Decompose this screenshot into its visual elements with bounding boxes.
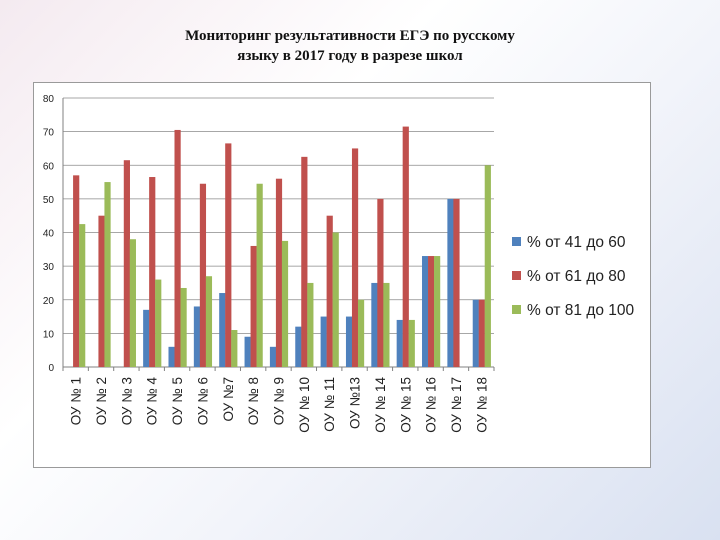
y-tick-label: 70 <box>43 128 55 139</box>
bar <box>180 287 187 367</box>
bar <box>320 316 327 367</box>
legend-label: % от 61 до 80 <box>527 268 626 285</box>
bar <box>345 316 353 367</box>
y-tick-label: 10 <box>43 329 55 340</box>
chart-frame: 0 10 20 30 40 50 60 70 80 ОУ № 1 ОУ № 2 ОУ № 3 ОУ № … <box>33 82 651 468</box>
bar <box>98 215 105 367</box>
legend-swatch <box>512 271 521 280</box>
x-tick-label: ОУ № 14 <box>373 377 388 433</box>
bar <box>193 306 201 367</box>
x-tick-label: ОУ №7 <box>221 377 236 422</box>
bar <box>371 282 378 367</box>
y-tick-label: 50 <box>43 195 55 206</box>
bar <box>472 299 479 367</box>
legend-label: % от 81 до 100 <box>527 302 635 319</box>
bar <box>295 326 302 367</box>
bar <box>231 330 238 367</box>
x-tick-label: ОУ № 17 <box>449 377 464 433</box>
y-tick-label: 60 <box>43 161 55 172</box>
bar <box>377 198 384 367</box>
bar <box>301 156 308 367</box>
bar <box>219 293 226 367</box>
y-tick-label: 20 <box>43 296 55 307</box>
x-tick-label: ОУ № 5 <box>170 377 185 425</box>
bar <box>205 276 213 367</box>
bar <box>256 183 263 367</box>
bar <box>402 126 409 367</box>
bar <box>383 282 390 367</box>
x-tick-label: ОУ № 18 <box>474 377 489 433</box>
x-tick-label: ОУ № 15 <box>398 377 413 433</box>
bar <box>104 182 111 367</box>
legend-swatch <box>512 305 521 314</box>
bar <box>79 224 86 367</box>
x-tick-label: ОУ № 8 <box>246 377 261 425</box>
x-tick-label: ОУ № 16 <box>424 377 439 433</box>
bar <box>275 178 283 367</box>
bar <box>244 336 251 367</box>
x-tick-label: ОУ № 2 <box>94 377 109 425</box>
bar <box>484 165 491 367</box>
bar-chart: 0 10 20 30 40 50 60 70 80 ОУ № 1 ОУ № 2 ОУ № 3 ОУ № … <box>43 94 635 433</box>
bar <box>434 256 441 367</box>
bar <box>168 346 175 367</box>
x-tick-label: ОУ № 6 <box>195 377 210 425</box>
x-tick-label: ОУ № 9 <box>272 377 287 425</box>
y-tick-label: 0 <box>48 363 54 374</box>
slide-title: Мониторинг результативности ЕГЭ по русск… <box>90 26 610 66</box>
bar <box>326 215 333 367</box>
x-tick-label: ОУ №13 <box>348 377 363 429</box>
bar <box>332 232 339 367</box>
bar <box>149 177 156 367</box>
x-tick-label: ОУ № 11 <box>322 377 337 432</box>
bar <box>199 183 207 367</box>
bar <box>453 198 460 367</box>
bar <box>307 282 314 367</box>
bar <box>123 160 130 367</box>
title-line-2: языку в 2017 году в разрезе школ <box>237 48 463 64</box>
y-tick-label: 40 <box>43 229 55 240</box>
bar <box>174 129 181 367</box>
bar <box>225 143 232 367</box>
x-tick-label: ОУ № 4 <box>145 377 160 426</box>
bar <box>143 309 150 367</box>
bar <box>408 319 415 367</box>
bar <box>428 256 435 367</box>
bar <box>269 346 277 367</box>
bar <box>281 240 289 367</box>
legend-swatch <box>512 237 521 246</box>
bar <box>396 319 403 367</box>
y-tick-label: 80 <box>43 94 55 105</box>
bar <box>447 198 454 367</box>
bar <box>357 299 365 367</box>
bar <box>129 239 136 367</box>
bar <box>478 299 485 367</box>
legend-label: % от 41 до 60 <box>527 234 626 251</box>
title-line-1: Мониторинг результативности ЕГЭ по русск… <box>185 28 515 44</box>
x-tick-label: ОУ № 3 <box>119 377 134 425</box>
bar <box>73 175 80 367</box>
bar <box>250 245 257 367</box>
x-tick-label: ОУ № 1 <box>69 377 84 425</box>
bar <box>155 279 162 367</box>
x-tick-label: ОУ № 10 <box>297 377 312 433</box>
bar <box>422 256 429 367</box>
y-tick-label: 30 <box>43 262 55 273</box>
bar <box>351 148 359 367</box>
